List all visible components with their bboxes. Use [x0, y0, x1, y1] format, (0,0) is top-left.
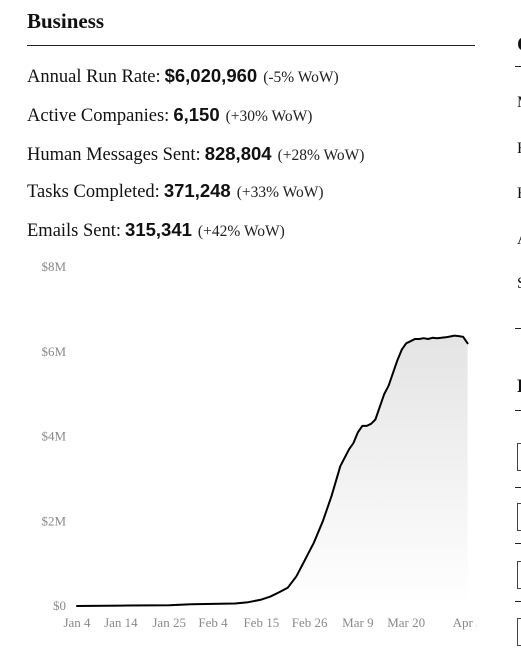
- y-tick-label: $8M: [41, 259, 66, 274]
- right-panel-card[interactable]: [517, 561, 521, 589]
- right-panel-divider: [515, 66, 521, 67]
- right-panel-item: A: [517, 231, 521, 249]
- right-panel-card[interactable]: [517, 443, 521, 471]
- series-area: [77, 335, 468, 606]
- metric-value: $6,020,960: [164, 65, 258, 86]
- x-tick-label: Apr 3: [453, 615, 477, 630]
- right-panel-divider: [515, 487, 521, 488]
- right-panel-divider: [515, 328, 521, 329]
- right-panel-item: M: [517, 94, 521, 112]
- metric-label: Human Messages Sent:: [27, 145, 201, 165]
- section-title: Business: [27, 9, 105, 33]
- metric-change: (+42% WoW): [197, 223, 285, 240]
- metric-label: Annual Run Rate:: [27, 67, 161, 87]
- right-panel-divider: [515, 601, 521, 602]
- metric-label: Active Companies:: [27, 106, 170, 126]
- y-tick-label: $6M: [41, 344, 66, 359]
- metric-emails-sent: Emails Sent: 315,341 (+42% WoW): [27, 218, 285, 244]
- metric-change: (-5% WoW): [263, 69, 339, 86]
- right-panel-card[interactable]: [517, 618, 521, 646]
- y-tick-label: $4M: [41, 429, 66, 444]
- x-tick-label: Jan 4: [63, 615, 91, 630]
- metric-value: 6,150: [173, 104, 220, 125]
- metric-value: 828,804: [204, 143, 272, 164]
- right-panel-item: H: [517, 185, 521, 203]
- metric-annual-run-rate: Annual Run Rate: $6,020,960 (-5% WoW): [27, 64, 339, 90]
- right-panel-item: H: [517, 140, 521, 158]
- metric-active-companies: Active Companies: 6,150 (+30% WoW): [27, 103, 312, 129]
- y-tick-label: $2M: [41, 513, 66, 528]
- metric-human-messages-sent: Human Messages Sent: 828,804 (+28% WoW): [27, 142, 364, 168]
- metric-label: Emails Sent:: [27, 221, 122, 241]
- metric-change: (+30% WoW): [225, 108, 313, 125]
- title-divider: [27, 45, 475, 46]
- right-panel-divider: [515, 410, 521, 411]
- right-panel-title: C: [517, 32, 521, 57]
- right-panel-card[interactable]: [517, 503, 521, 531]
- x-tick-label: Mar 20: [387, 615, 425, 630]
- metric-change: (+28% WoW): [277, 147, 365, 164]
- right-panel-divider: [515, 543, 521, 544]
- right-panel-item: S: [517, 275, 521, 293]
- run-rate-chart: $0 $2M $4M $6M $8M Jan 4 Jan 14 Jan 25 Feb 4 Feb …: [41, 259, 477, 630]
- x-tick-label: Feb 26: [292, 615, 328, 630]
- x-tick-label: Feb 15: [243, 615, 279, 630]
- right-panel-title: P: [517, 376, 521, 398]
- metric-label: Tasks Completed:: [27, 182, 160, 202]
- x-tick-label: Mar 9: [342, 615, 373, 630]
- metric-value: 371,248: [163, 180, 231, 201]
- x-tick-label: Jan 25: [152, 615, 186, 630]
- right-panel-clipped: C M H H A S P: [515, 0, 521, 662]
- x-tick-label: Jan 14: [104, 615, 138, 630]
- metric-change: (+33% WoW): [236, 184, 324, 201]
- metric-tasks-completed: Tasks Completed: 371,248 (+33% WoW): [27, 179, 324, 205]
- metric-value: 315,341: [125, 219, 192, 240]
- series-line: [76, 334, 469, 607]
- x-tick-label: Feb 4: [198, 615, 228, 630]
- y-tick-label: $0: [53, 598, 66, 613]
